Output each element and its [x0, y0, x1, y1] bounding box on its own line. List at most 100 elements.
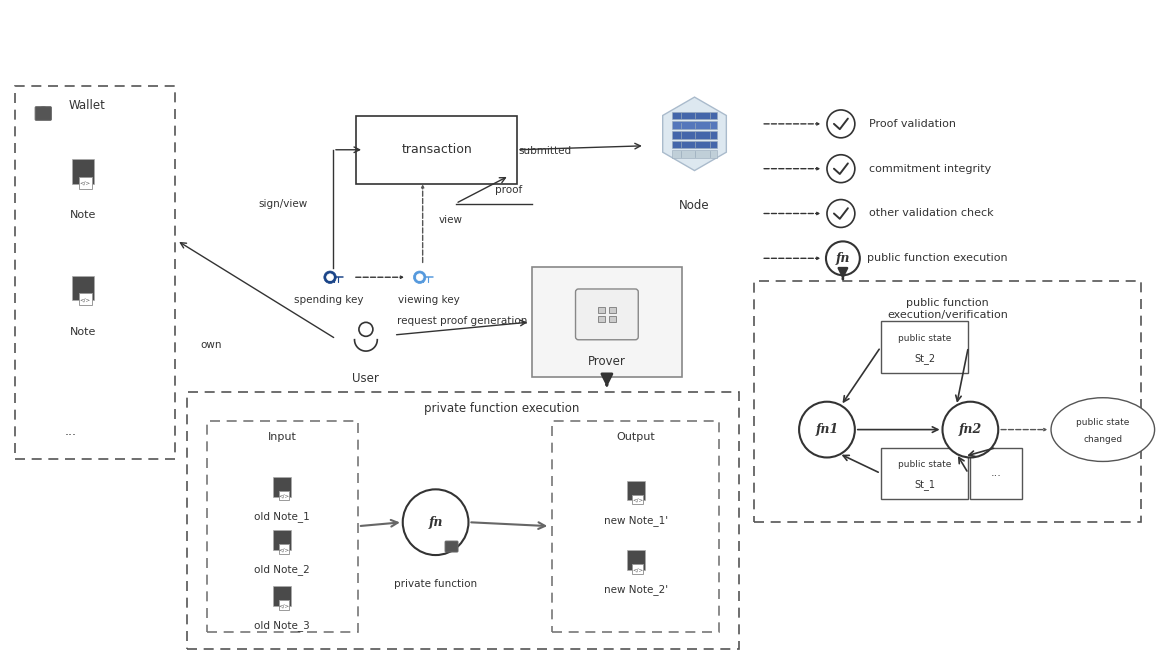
Text: St_2: St_2	[914, 353, 935, 364]
Text: own: own	[201, 340, 222, 350]
Circle shape	[826, 241, 860, 275]
Text: fn1: fn1	[816, 423, 839, 436]
Bar	[279, 491, 289, 501]
Bar	[79, 293, 92, 305]
Circle shape	[359, 323, 373, 336]
FancyBboxPatch shape	[445, 541, 458, 552]
Text: commitment integrity: commitment integrity	[869, 164, 991, 174]
Bar	[881, 448, 968, 499]
Bar	[532, 267, 682, 377]
Bar	[609, 316, 616, 322]
Bar	[672, 141, 717, 148]
Text: Input: Input	[267, 432, 296, 442]
Bar	[72, 160, 94, 184]
Text: public state: public state	[1076, 418, 1129, 427]
Circle shape	[827, 110, 855, 138]
Text: fn: fn	[835, 252, 851, 265]
Bar	[279, 600, 289, 610]
Bar	[187, 392, 739, 648]
Text: Note: Note	[70, 327, 96, 337]
Text: ...: ...	[64, 425, 77, 438]
Bar	[273, 477, 292, 497]
Bar	[672, 131, 717, 138]
Text: other validation check: other validation check	[869, 209, 994, 219]
Text: sign/view: sign/view	[259, 199, 308, 209]
Bar	[672, 122, 717, 129]
Bar	[598, 307, 605, 313]
Text: transaction: transaction	[401, 143, 472, 156]
Text: viewing key: viewing key	[397, 295, 459, 305]
Text: </>: </>	[279, 547, 289, 553]
FancyArrowPatch shape	[356, 276, 402, 279]
Bar	[552, 421, 719, 632]
Text: new Note_1': new Note_1'	[604, 515, 668, 525]
Text: old Note_1: old Note_1	[254, 511, 310, 521]
Text: new Note_2': new Note_2'	[604, 585, 668, 595]
Bar	[79, 176, 92, 188]
Text: Output: Output	[616, 432, 655, 442]
FancyBboxPatch shape	[575, 289, 638, 340]
Bar	[72, 276, 94, 300]
Bar	[273, 531, 292, 550]
Text: </>: </>	[279, 603, 289, 608]
Bar	[672, 150, 717, 158]
Text: private function execution: private function execution	[424, 402, 580, 415]
Text: changed: changed	[1083, 435, 1122, 444]
Text: public state: public state	[898, 334, 952, 342]
Circle shape	[327, 274, 333, 281]
Text: old Note_2: old Note_2	[254, 565, 310, 575]
Circle shape	[827, 155, 855, 183]
Text: private function: private function	[394, 579, 478, 589]
Text: Wallet: Wallet	[69, 100, 106, 112]
Text: Node: Node	[680, 199, 710, 212]
Text: public function execution: public function execution	[867, 253, 1007, 263]
Text: spending key: spending key	[294, 295, 364, 305]
Ellipse shape	[1050, 398, 1155, 462]
FancyArrowPatch shape	[765, 168, 819, 170]
Text: User: User	[352, 372, 379, 385]
Bar	[273, 587, 292, 606]
Bar	[881, 321, 968, 373]
Circle shape	[942, 402, 998, 458]
FancyArrowPatch shape	[765, 212, 819, 215]
Bar	[15, 86, 174, 460]
Text: ...: ...	[991, 468, 1002, 478]
Text: request proof generation: request proof generation	[397, 316, 528, 326]
Text: </>: </>	[632, 498, 643, 503]
Circle shape	[403, 489, 468, 555]
Text: Proof validation: Proof validation	[869, 119, 956, 129]
Polygon shape	[662, 97, 726, 171]
FancyBboxPatch shape	[35, 106, 51, 120]
Bar	[626, 551, 645, 570]
Circle shape	[414, 271, 426, 283]
Bar	[207, 421, 358, 632]
Bar	[626, 481, 645, 501]
Text: </>: </>	[80, 181, 91, 186]
Bar	[632, 495, 643, 505]
Text: Prover: Prover	[588, 355, 626, 368]
Bar	[356, 116, 517, 184]
Bar	[632, 565, 643, 574]
Circle shape	[799, 402, 855, 458]
Text: view: view	[438, 215, 462, 225]
Text: </>: </>	[80, 297, 91, 303]
Text: old Note_3: old Note_3	[254, 620, 310, 631]
Text: St_1: St_1	[914, 479, 935, 490]
Bar	[970, 448, 1023, 499]
Text: proof: proof	[495, 185, 522, 195]
Text: </>: </>	[632, 567, 643, 573]
Text: </>: </>	[279, 494, 289, 499]
Bar	[279, 545, 289, 554]
Bar	[598, 316, 605, 322]
Circle shape	[324, 271, 336, 283]
FancyArrowPatch shape	[422, 186, 424, 263]
Text: fn2: fn2	[959, 423, 982, 436]
Bar	[754, 281, 1141, 522]
Bar	[609, 307, 616, 313]
FancyArrowPatch shape	[765, 123, 819, 125]
Circle shape	[416, 274, 423, 281]
FancyArrowPatch shape	[765, 257, 819, 259]
Text: submitted: submitted	[518, 146, 572, 156]
Text: Note: Note	[70, 211, 96, 221]
Circle shape	[827, 200, 855, 227]
